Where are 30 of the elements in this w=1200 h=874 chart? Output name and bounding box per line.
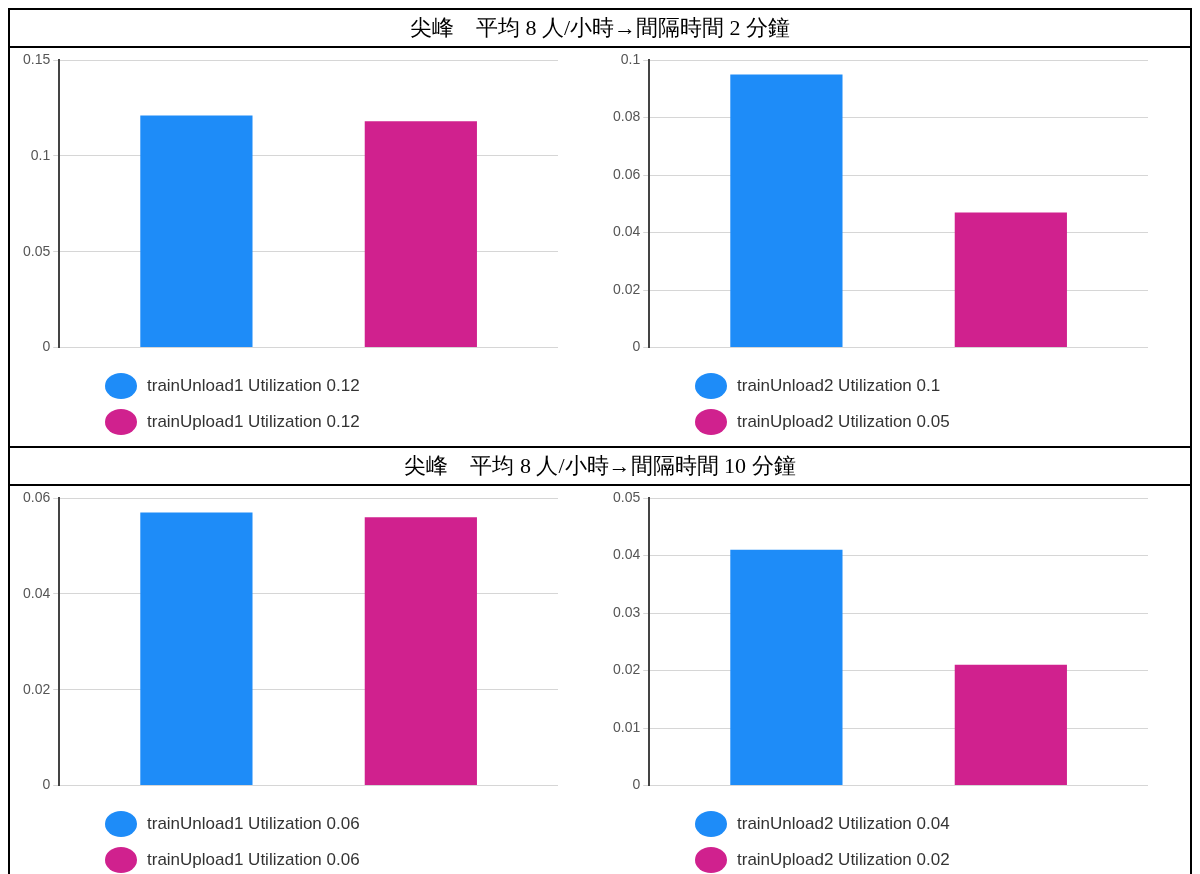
y-tick-label: 0.05: [613, 488, 641, 505]
y-tick-label: 0.15: [23, 50, 51, 67]
y-tick-label: 0.06: [23, 488, 51, 505]
legend-label: trainUnload1 Utilization 0.12: [147, 376, 360, 396]
legend-label: trainUpload2 Utilization 0.05: [737, 412, 950, 432]
y-tick-label: 0.05: [23, 242, 51, 259]
chart-title: 尖峰 平均 8 人/小時→間隔時間 2 分鐘: [409, 14, 791, 42]
legend-label: trainUpload1 Utilization 0.12: [147, 412, 360, 432]
legend-label: trainUnload2 Utilization 0.04: [737, 814, 950, 834]
y-tick-label: 0: [42, 776, 51, 793]
y-tick-label: 0.04: [613, 223, 641, 240]
legend-label: trainUpload2 Utilization 0.02: [737, 850, 950, 870]
y-tick-label: 0: [632, 338, 641, 355]
y-tick-label: 0: [632, 776, 641, 793]
y-tick-label: 0: [42, 338, 51, 355]
legend-label: trainUnload2 Utilization 0.1: [737, 376, 941, 396]
y-tick-label: 0.01: [613, 718, 641, 735]
legend-label: trainUpload1 Utilization 0.06: [147, 850, 360, 870]
y-tick-label: 0.08: [613, 108, 641, 125]
legend-label: trainUnload1 Utilization 0.06: [147, 814, 360, 834]
y-tick-label: 0.02: [613, 280, 641, 297]
y-tick-label: 0.1: [620, 50, 641, 67]
y-tick-label: 0.04: [613, 546, 641, 563]
y-tick-label: 0.03: [613, 603, 641, 620]
y-tick-label: 0.04: [23, 584, 51, 601]
y-tick-label: 0.02: [613, 661, 641, 678]
chart-title: 尖峰 平均 8 人/小時→間隔時間 10 分鐘: [404, 452, 796, 480]
y-tick-label: 0.1: [30, 146, 51, 163]
y-tick-label: 0.06: [613, 165, 641, 182]
y-tick-label: 0.02: [23, 680, 51, 697]
